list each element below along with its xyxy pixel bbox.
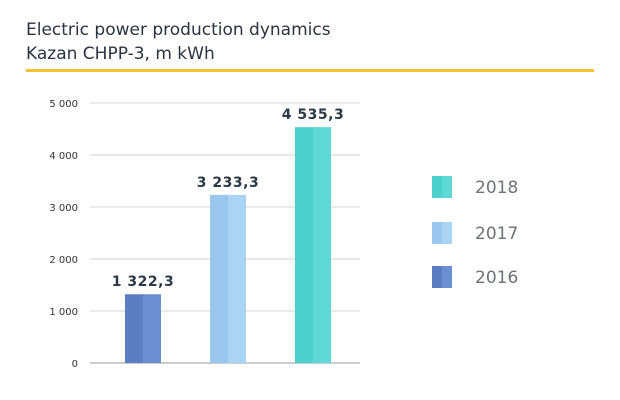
legend-swatch-2016-right [442,266,452,288]
chart-subtitle: Kazan CHPP-3, m kWh [26,44,215,64]
y-tick-label: 2 000 [49,255,78,266]
legend-label-2018: 2018 [475,178,518,198]
bar-2017-right [228,194,246,363]
bar-2016-right [143,294,161,363]
y-tick-label: 1 000 [49,307,78,318]
legend-swatch-2018-right [442,176,452,198]
bar-2018-right [313,127,331,363]
y-tick-label: 0 [72,359,78,370]
legend-label-2016: 2016 [475,268,518,288]
legend-swatch-2016-left [432,266,442,288]
chart-title: Electric power production dynamics [26,20,331,40]
y-tick-label: 5 000 [49,99,78,110]
title-divider [26,69,594,72]
legend-swatch-2017-left [432,222,442,244]
y-tick-label: 3 000 [49,203,78,214]
chart-title-block: Electric power production dynamics Kazan… [26,18,331,66]
legend-swatch-2018-left [432,176,442,198]
data-label-2017: 3 233,3 [197,175,259,191]
legend-swatch-2017-right [442,222,452,244]
bar-2018-left [295,127,313,363]
legend-label-2017: 2017 [475,224,518,244]
bar-2016-left [125,294,143,363]
bar-2017-left [210,194,228,363]
data-label-2016: 1 322,3 [112,274,174,290]
data-label-2018: 4 535,3 [282,107,344,123]
y-tick-label: 4 000 [49,151,78,162]
